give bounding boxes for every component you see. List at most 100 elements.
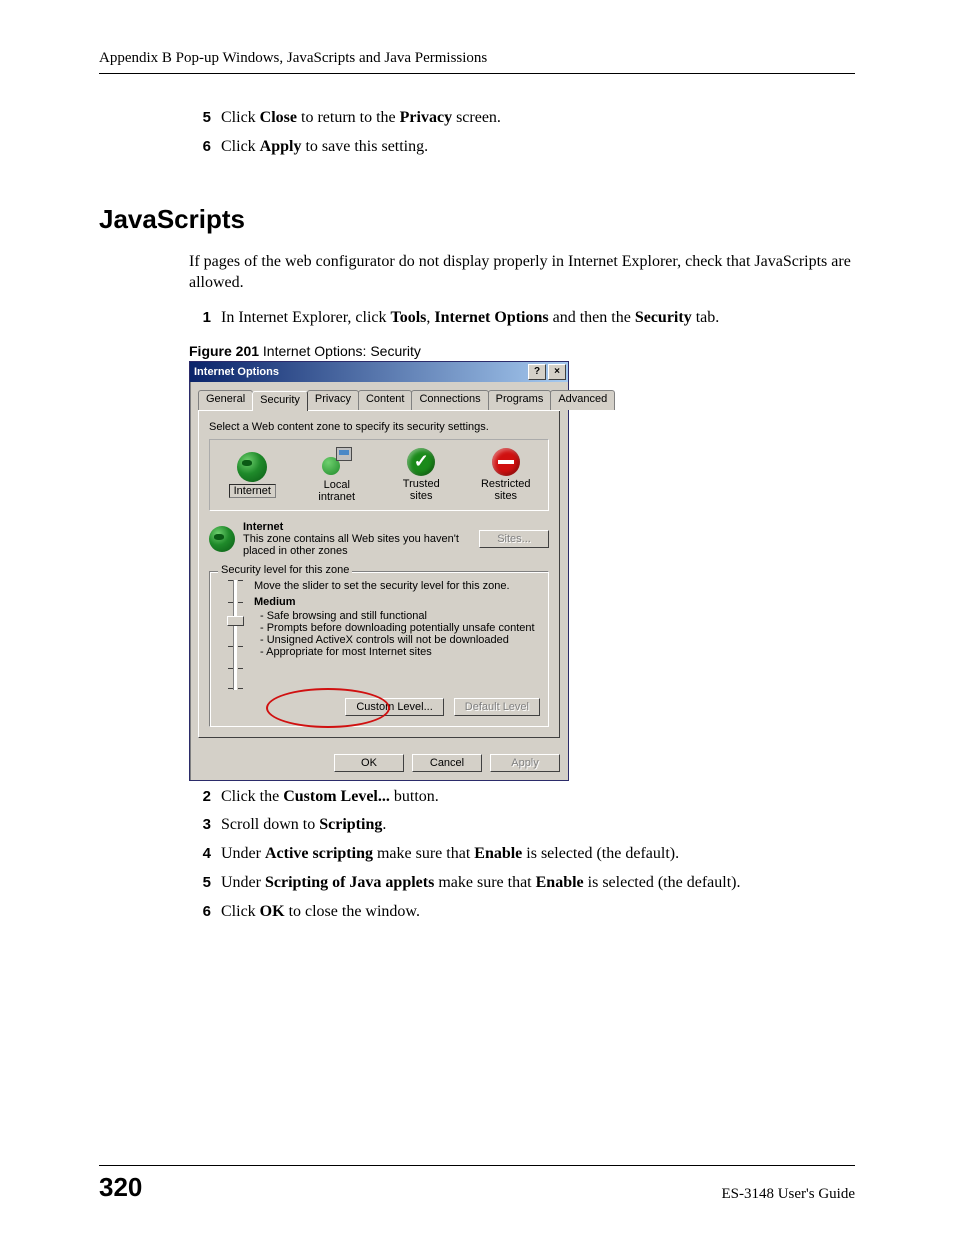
security-slider[interactable] <box>224 580 244 690</box>
step-item: 4 Under Active scripting make sure that E… <box>189 844 855 865</box>
tab-content[interactable]: Content <box>358 390 413 410</box>
step-item: 3 Scroll down to Scripting. <box>189 815 855 836</box>
slider-tick <box>238 602 243 603</box>
group-title: Security level for this zone <box>218 564 352 576</box>
security-text: Move the slider to set the security leve… <box>254 580 540 690</box>
security-bullet: - Appropriate for most Internet sites <box>260 646 540 658</box>
sites-button[interactable]: Sites... <box>479 530 549 548</box>
step-item: 5 Under Scripting of Java applets make su… <box>189 873 855 894</box>
cancel-button[interactable]: Cancel <box>412 754 482 772</box>
tab-general[interactable]: General <box>198 390 253 410</box>
intro-paragraph: If pages of the web configurator do not … <box>189 251 855 294</box>
zone-label: Localintranet <box>318 479 355 503</box>
intranet-icon <box>322 447 352 477</box>
slider-tick <box>228 602 233 603</box>
zone-label: Internet <box>229 484 276 498</box>
close-button[interactable]: × <box>548 364 566 380</box>
slider-instruction: Move the slider to set the security leve… <box>254 580 540 592</box>
tab-connections[interactable]: Connections <box>411 390 488 410</box>
zone-internet[interactable]: Internet <box>210 440 295 510</box>
slider-tick <box>238 688 243 689</box>
step-number: 5 <box>189 873 211 893</box>
post-steps-block: 2 Click the Custom Level... button. 3 Scrol… <box>189 787 855 923</box>
slider-tick <box>238 668 243 669</box>
slider-tick <box>238 580 243 581</box>
slider-tick <box>228 646 233 647</box>
zone-description: Internet This zone contains all Web site… <box>243 521 471 557</box>
zone-selector: Internet Localintranet Trustedsites Restric… <box>209 439 549 511</box>
zone-name: Internet <box>243 521 471 533</box>
figure-caption: Figure 201 Internet Options: Security <box>189 343 855 359</box>
figure-label: Figure 201 <box>189 343 259 359</box>
step-number: 5 <box>189 108 211 128</box>
dialog-body: GeneralSecurityPrivacyContentConnections… <box>190 382 568 746</box>
tab-programs[interactable]: Programs <box>488 390 552 410</box>
zone-restricted-sites[interactable]: Restrictedsites <box>464 440 549 510</box>
ok-button[interactable]: OK <box>334 754 404 772</box>
dialog-title: Internet Options <box>194 366 526 378</box>
slider-track <box>233 580 237 690</box>
security-bullet: - Safe browsing and still functional <box>260 610 540 622</box>
slider-tick <box>228 688 233 689</box>
step-number: 3 <box>189 815 211 835</box>
slider-thumb[interactable] <box>227 616 244 626</box>
zone-instruction: Select a Web content zone to specify its… <box>209 421 549 433</box>
step-text: Under Scripting of Java applets make sur… <box>221 873 855 894</box>
slider-tick <box>238 646 243 647</box>
security-bullet: - Unsigned ActiveX controls will not be … <box>260 634 540 646</box>
zone-trusted-sites[interactable]: Trustedsites <box>379 440 464 510</box>
zone-local-intranet[interactable]: Localintranet <box>295 440 380 510</box>
page-footer: 320 ES-3148 User's Guide <box>99 1165 855 1203</box>
tab-security[interactable]: Security <box>252 391 308 411</box>
trusted-icon <box>407 448 435 476</box>
step-number: 6 <box>189 137 211 157</box>
internet-options-dialog: Internet Options ? × GeneralSecurityPriv… <box>189 361 569 781</box>
zone-label: Restrictedsites <box>481 478 531 502</box>
step-number: 1 <box>189 308 211 328</box>
restricted-icon <box>492 448 520 476</box>
tab-strip: GeneralSecurityPrivacyContentConnections… <box>198 390 560 411</box>
page-number: 320 <box>99 1172 142 1203</box>
group-button-row: Custom Level... Default Level <box>218 698 540 716</box>
step-text: Click Apply to save this setting. <box>221 137 855 158</box>
step-number: 4 <box>189 844 211 864</box>
tab-advanced[interactable]: Advanced <box>550 390 615 410</box>
step-item: 6 Click Apply to save this setting. <box>189 137 855 158</box>
section-heading: JavaScripts <box>99 204 855 235</box>
slider-tick <box>228 580 233 581</box>
step-text: Scroll down to Scripting. <box>221 815 855 836</box>
dialog-button-row: OK Cancel Apply <box>190 746 568 780</box>
globe-icon <box>209 526 235 552</box>
zone-label: Trustedsites <box>403 478 440 502</box>
step-number: 6 <box>189 902 211 922</box>
top-steps-block: 5 Click Close to return to the Privacy sc… <box>189 108 855 158</box>
step-text: Click Close to return to the Privacy scr… <box>221 108 855 129</box>
dialog-titlebar: Internet Options ? × <box>190 362 568 382</box>
slider-row: Move the slider to set the security leve… <box>218 580 540 690</box>
step-item: 6 Click OK to close the window. <box>189 902 855 923</box>
step-text: In Internet Explorer, click Tools, Inter… <box>221 308 855 329</box>
security-level-label: Medium <box>254 596 540 608</box>
step-item: 1 In Internet Explorer, click Tools, Int… <box>189 308 855 329</box>
step-number: 2 <box>189 787 211 807</box>
security-level-group: Security level for this zone Move the sl… <box>209 571 549 727</box>
step-text: Click OK to close the window. <box>221 902 855 923</box>
step-item: 2 Click the Custom Level... button. <box>189 787 855 808</box>
step-text: Click the Custom Level... button. <box>221 787 855 808</box>
security-tab-panel: Select a Web content zone to specify its… <box>198 410 560 738</box>
security-bullet: - Prompts before downloading potentially… <box>260 622 540 634</box>
figure-title: Internet Options: Security <box>259 343 421 359</box>
page-header: Appendix B Pop-up Windows, JavaScripts a… <box>99 50 855 74</box>
step-item: 5 Click Close to return to the Privacy sc… <box>189 108 855 129</box>
zone-desc-text: This zone contains all Web sites you hav… <box>243 533 459 557</box>
guide-name: ES-3148 User's Guide <box>721 1186 855 1203</box>
default-level-button[interactable]: Default Level <box>454 698 540 716</box>
step-1-block: 1 In Internet Explorer, click Tools, Int… <box>189 308 855 329</box>
globe-icon <box>237 452 267 482</box>
help-button[interactable]: ? <box>528 364 546 380</box>
apply-button[interactable]: Apply <box>490 754 560 772</box>
tab-privacy[interactable]: Privacy <box>307 390 359 410</box>
custom-level-button[interactable]: Custom Level... <box>345 698 443 716</box>
step-text: Under Active scripting make sure that En… <box>221 844 855 865</box>
slider-tick <box>228 668 233 669</box>
